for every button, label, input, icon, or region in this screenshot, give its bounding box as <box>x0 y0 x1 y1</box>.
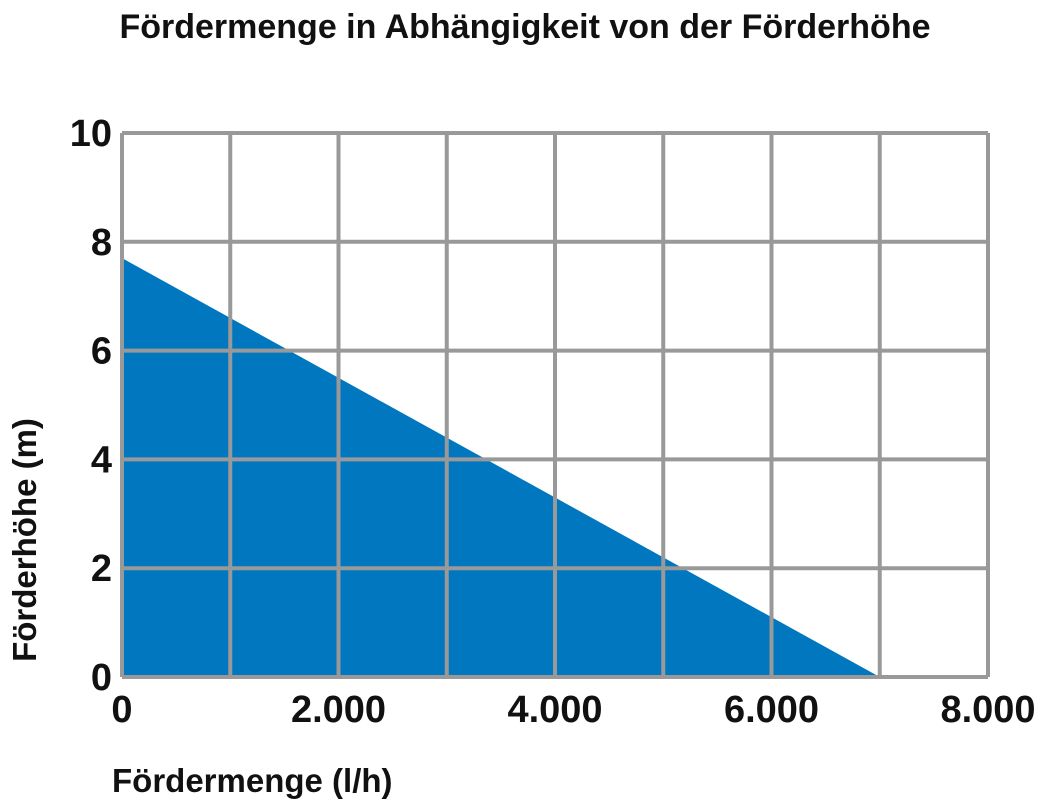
x-tick-label: 6.000 <box>724 689 819 731</box>
plot-fill-layer <box>122 258 880 677</box>
x-axis-label: Fördermenge (l/h) <box>112 762 393 799</box>
chart-title: Fördermenge in Abhängigkeit von der Förd… <box>119 8 930 46</box>
y-axis-label: Förderhöhe (m) <box>6 418 43 662</box>
grid-layer <box>120 131 990 679</box>
x-tick-label: 4.000 <box>507 689 602 731</box>
y-tick-label: 8 <box>91 222 112 264</box>
y-tick-label: 6 <box>91 331 112 373</box>
y-tick-label: 4 <box>91 439 112 481</box>
y-tick-label: 10 <box>70 113 112 155</box>
x-tick-label: 2.000 <box>291 689 386 731</box>
x-tick-label: 8.000 <box>940 689 1035 731</box>
y-tick-label: 2 <box>91 548 112 590</box>
x-tick-label: 0 <box>111 689 132 731</box>
series-area-0 <box>122 258 880 677</box>
y-tick-label: 0 <box>91 657 112 699</box>
y-tick-labels: 0 2 4 6 8 10 <box>70 113 112 699</box>
x-tick-labels: 0 2.000 4.000 6.000 8.000 <box>111 689 1035 731</box>
